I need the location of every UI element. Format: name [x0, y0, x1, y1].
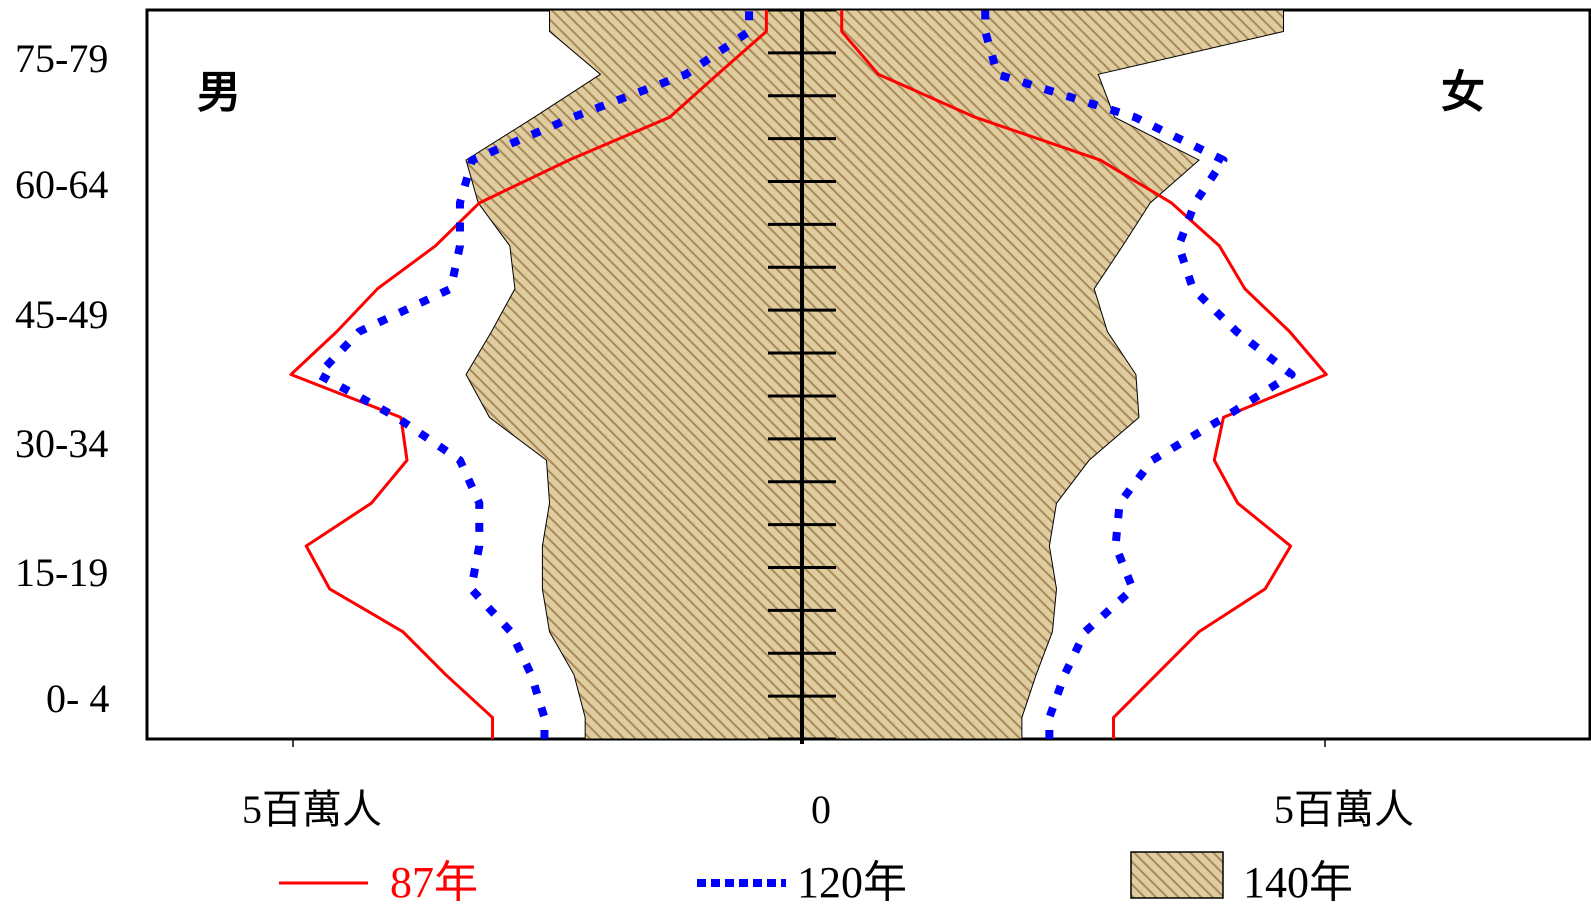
- legend: 87年 120年 140年: [279, 851, 1353, 907]
- legend-label-120: 120年: [797, 858, 907, 907]
- female-label: 女: [1441, 68, 1485, 117]
- y-tick-label: 0- 4: [46, 676, 109, 721]
- y-tick-label: 30-34: [15, 421, 108, 466]
- x-tick-label-left: 5百萬人: [242, 787, 382, 832]
- x-tick-label-right: 5百萬人: [1274, 787, 1414, 832]
- y-tick-label: 45-49: [15, 292, 108, 337]
- center-axis: [768, 8, 836, 744]
- legend-label-140: 140年: [1243, 858, 1353, 907]
- y-tick-label: 15-19: [15, 550, 108, 595]
- series-140-area: [465, 9, 1285, 740]
- legend-swatch-140: [1130, 851, 1224, 899]
- legend-label-87: 87年: [390, 858, 478, 907]
- male-label: 男: [197, 68, 241, 117]
- y-tick-label: 60-64: [15, 162, 108, 207]
- series-lines-layer: [289, 10, 1328, 739]
- area-140-layer: [465, 9, 1285, 740]
- x-tick-label-center: 0: [811, 787, 831, 832]
- y-tick-label: 75-79: [15, 36, 108, 81]
